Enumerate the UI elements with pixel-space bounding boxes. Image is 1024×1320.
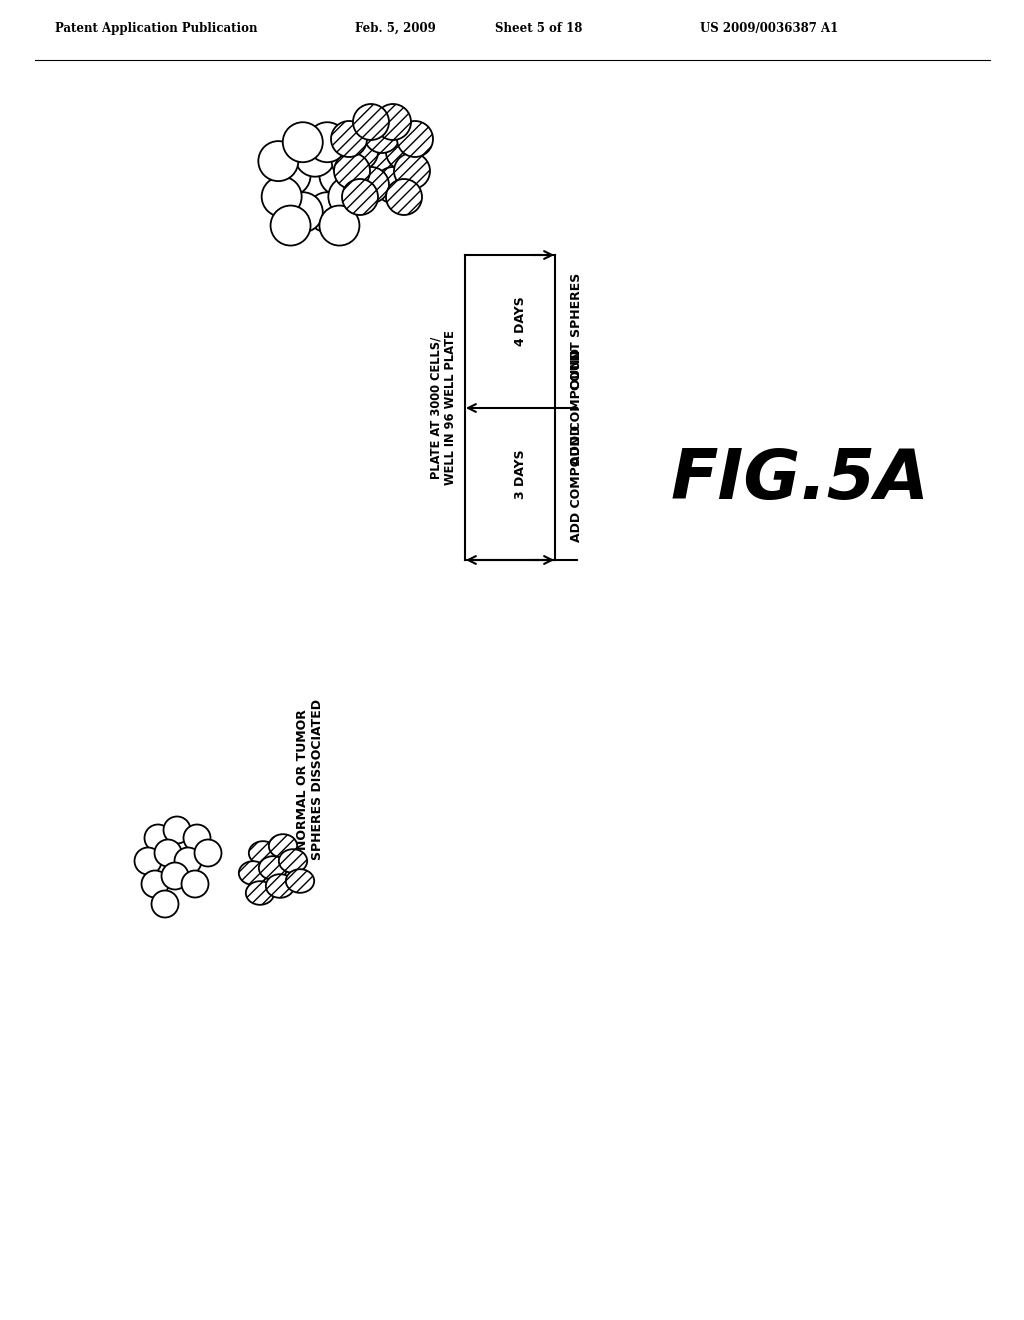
- Circle shape: [307, 123, 347, 162]
- Text: ADD COMPOUND: ADD COMPOUND: [570, 425, 584, 543]
- Circle shape: [181, 870, 209, 898]
- Circle shape: [270, 206, 310, 246]
- Text: ADD COMPOUND: ADD COMPOUND: [570, 348, 584, 465]
- Circle shape: [307, 193, 347, 232]
- Circle shape: [364, 147, 400, 183]
- Circle shape: [195, 840, 221, 866]
- Circle shape: [283, 193, 323, 232]
- Ellipse shape: [246, 882, 274, 904]
- Circle shape: [342, 180, 378, 215]
- Circle shape: [386, 180, 422, 215]
- Circle shape: [283, 123, 323, 162]
- Text: Patent Application Publication: Patent Application Publication: [55, 22, 257, 36]
- Text: Sheet 5 of 18: Sheet 5 of 18: [495, 22, 583, 36]
- Circle shape: [329, 177, 369, 216]
- Text: 4 DAYS: 4 DAYS: [513, 297, 526, 346]
- Circle shape: [174, 847, 202, 874]
- Circle shape: [295, 137, 335, 177]
- Circle shape: [134, 847, 162, 874]
- Circle shape: [162, 862, 188, 890]
- Circle shape: [155, 840, 181, 866]
- Circle shape: [397, 121, 433, 157]
- Circle shape: [386, 135, 422, 170]
- Text: Feb. 5, 2009: Feb. 5, 2009: [355, 22, 436, 36]
- Circle shape: [141, 870, 169, 898]
- Circle shape: [353, 104, 389, 140]
- Circle shape: [375, 104, 411, 140]
- Ellipse shape: [286, 869, 314, 892]
- Text: 3 DAYS: 3 DAYS: [513, 449, 526, 499]
- Circle shape: [152, 891, 178, 917]
- Circle shape: [353, 168, 389, 203]
- Circle shape: [258, 141, 298, 181]
- Text: NORMAL OR TUMOR
SPHERES DISSOCIATED: NORMAL OR TUMOR SPHERES DISSOCIATED: [296, 700, 324, 861]
- Circle shape: [183, 825, 211, 851]
- Text: FIG.5A: FIG.5A: [671, 446, 930, 513]
- Circle shape: [270, 156, 310, 195]
- Circle shape: [334, 153, 370, 189]
- Circle shape: [319, 156, 359, 195]
- Ellipse shape: [259, 857, 287, 880]
- Ellipse shape: [239, 861, 267, 884]
- Ellipse shape: [249, 841, 278, 865]
- Text: PLATE AT 3000 CELLS/
WELL IN 96 WELL PLATE: PLATE AT 3000 CELLS/ WELL IN 96 WELL PLA…: [429, 330, 457, 484]
- Ellipse shape: [266, 874, 294, 898]
- Text: COUNT SPHERES: COUNT SPHERES: [570, 273, 584, 391]
- Circle shape: [331, 121, 367, 157]
- Circle shape: [375, 168, 411, 203]
- Text: US 2009/0036387 A1: US 2009/0036387 A1: [700, 22, 839, 36]
- Circle shape: [319, 206, 359, 246]
- Circle shape: [364, 117, 400, 153]
- Circle shape: [295, 170, 335, 210]
- Ellipse shape: [279, 849, 307, 873]
- Ellipse shape: [269, 834, 297, 858]
- Circle shape: [144, 825, 171, 851]
- Circle shape: [342, 135, 378, 170]
- Circle shape: [164, 817, 190, 843]
- Circle shape: [262, 177, 302, 216]
- Circle shape: [332, 141, 372, 181]
- Circle shape: [394, 153, 430, 189]
